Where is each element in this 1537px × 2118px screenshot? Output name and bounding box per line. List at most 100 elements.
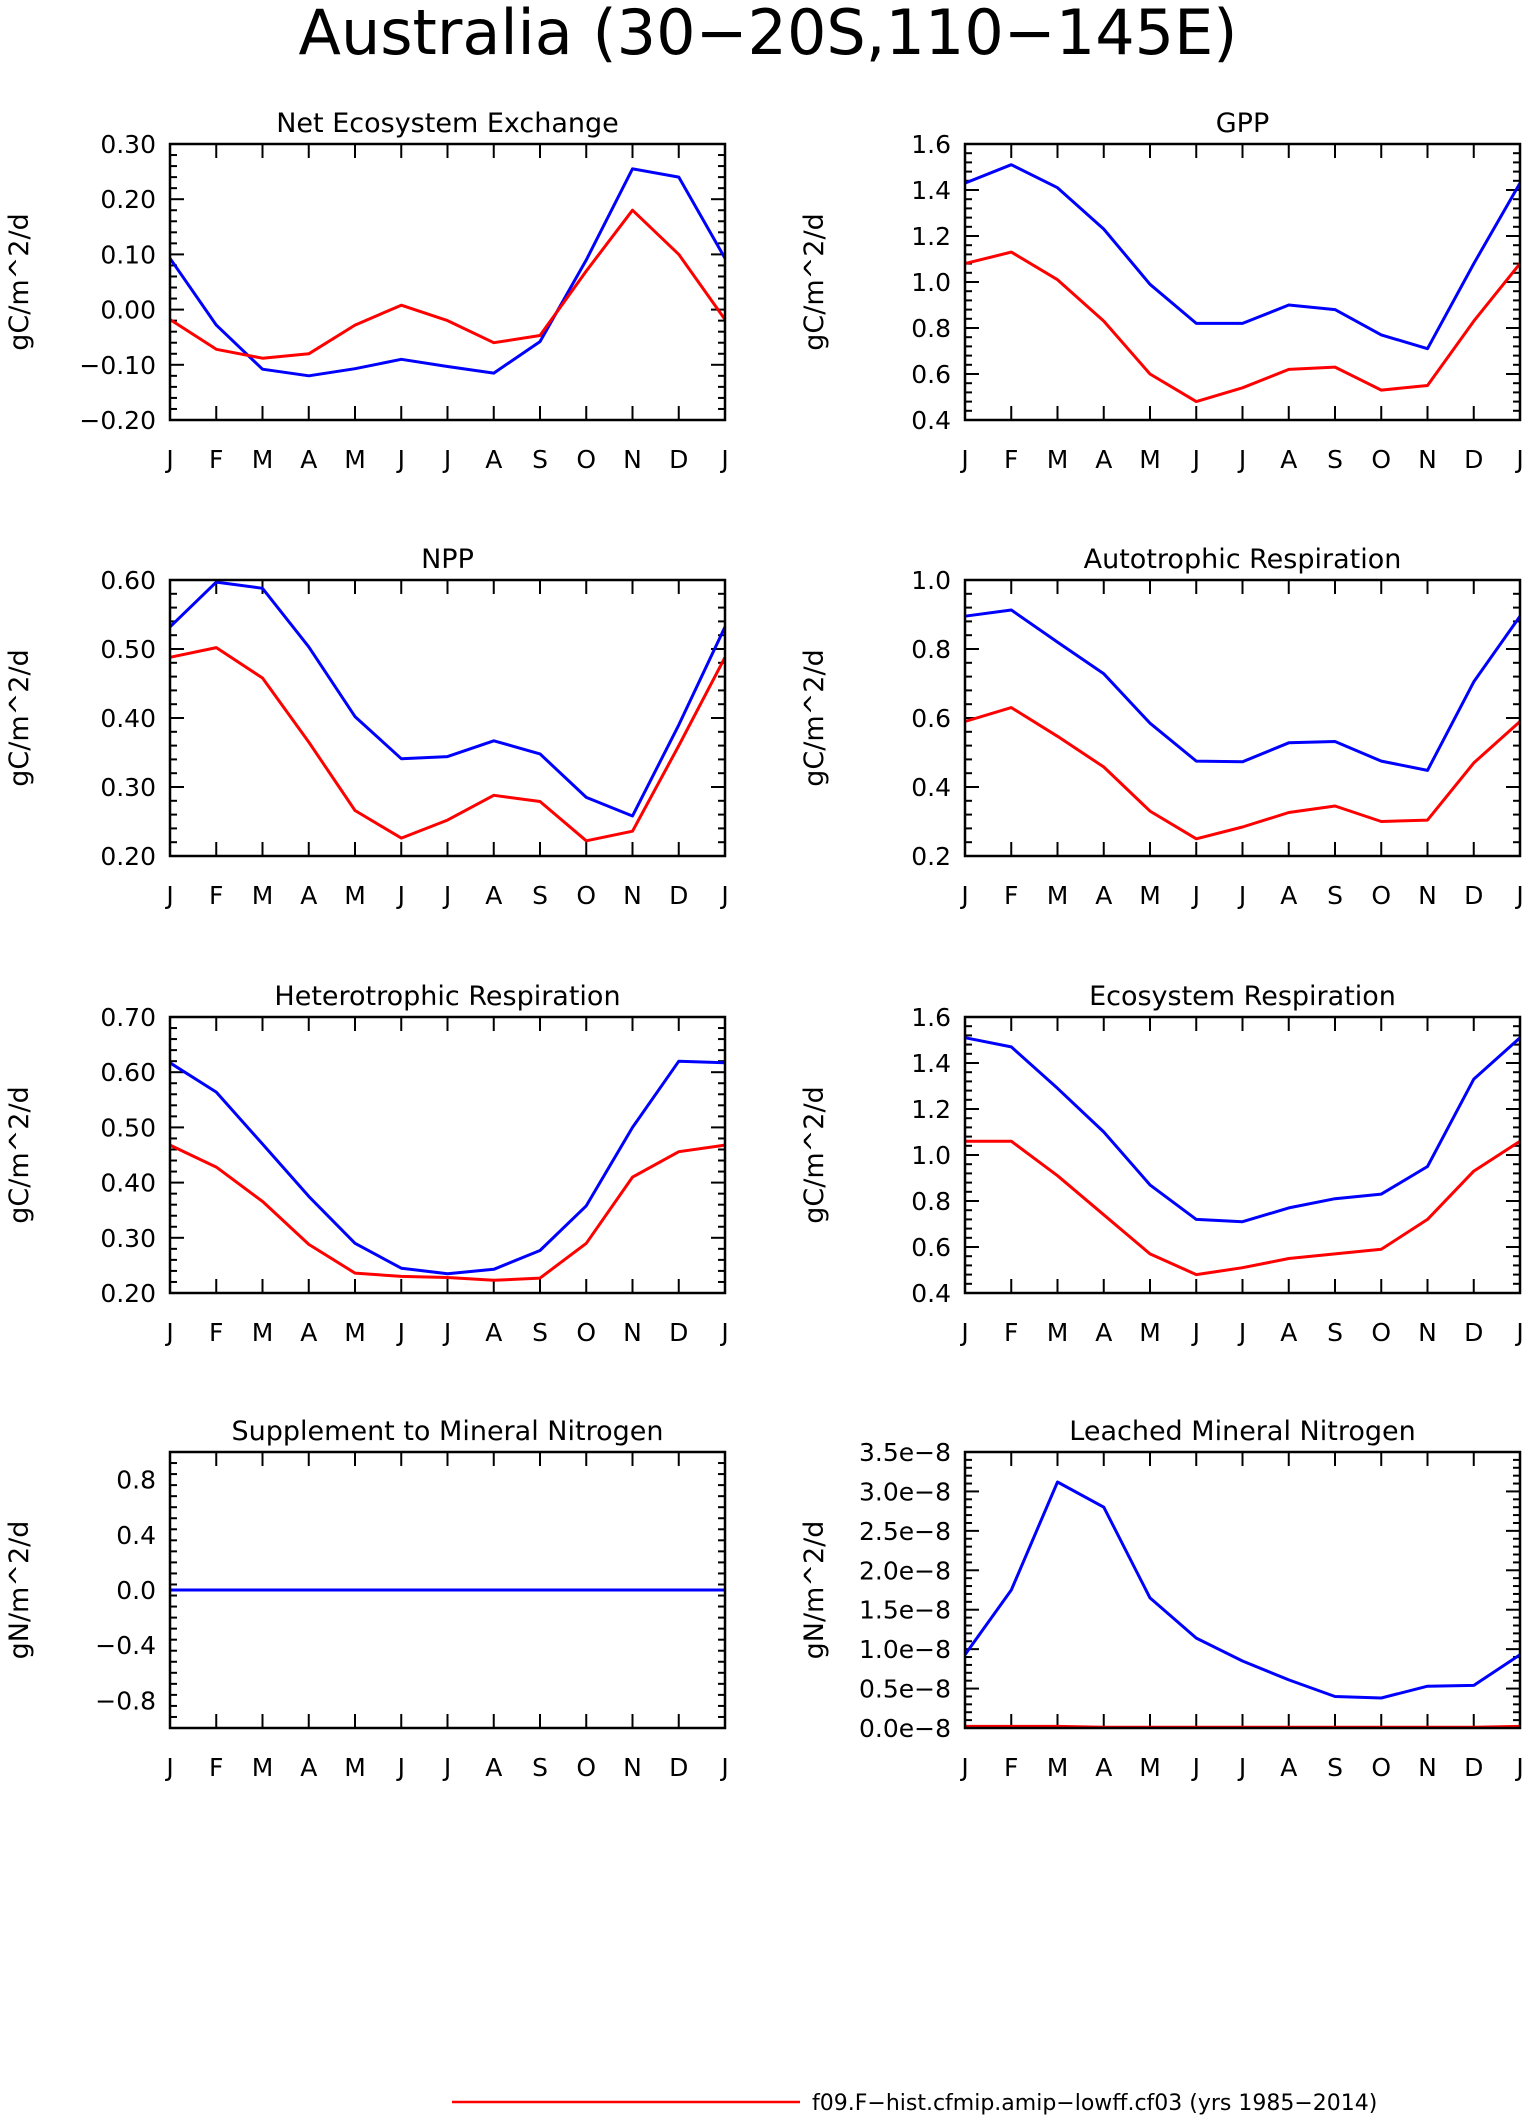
y-axis-label: gC/m^2/d <box>799 649 830 786</box>
y-tick-label: 3.0e−8 <box>859 1477 951 1506</box>
y-axis-label: gC/m^2/d <box>799 1086 830 1223</box>
y-tick-label: 1.0 <box>911 268 951 297</box>
y-axis-label: gN/m^2/d <box>799 1521 830 1660</box>
x-tick-label: M <box>1047 1318 1069 1347</box>
x-tick-label: N <box>1418 1753 1437 1782</box>
x-tick-label: O <box>576 1318 596 1347</box>
x-tick-label: A <box>1095 445 1112 474</box>
panel-title: NPP <box>421 544 474 575</box>
x-tick-label: J <box>1514 881 1523 910</box>
y-tick-label: 0.2 <box>911 842 951 871</box>
plot-frame <box>963 1015 1522 1295</box>
series-line <box>169 1059 726 1276</box>
x-tick-label: J <box>959 1753 968 1782</box>
x-tick-label: J <box>1191 1753 1200 1782</box>
x-tick-label: J <box>164 1753 173 1782</box>
x-tick-label: J <box>442 1753 451 1782</box>
y-tick-label: 0.6 <box>911 360 951 389</box>
plot-frame <box>168 142 727 422</box>
x-tick-label: N <box>623 881 642 910</box>
x-tick-label: M <box>1139 1318 1161 1347</box>
y-tick-label: 0.00 <box>100 296 156 325</box>
series-line <box>964 250 1522 404</box>
x-tick-label: D <box>669 881 688 910</box>
x-tick-label: A <box>1280 445 1297 474</box>
x-tick-label: J <box>1191 445 1200 474</box>
plot-frame <box>963 1450 1522 1730</box>
x-tick-label: M <box>344 881 366 910</box>
series-line <box>169 208 727 360</box>
y-axis-label: gN/m^2/d <box>4 1521 35 1660</box>
plot-frame <box>963 578 1522 858</box>
x-tick-label: J <box>396 445 405 474</box>
x-tick-label: S <box>1327 1318 1343 1347</box>
x-tick-label: M <box>1139 445 1161 474</box>
y-tick-label: −0.8 <box>95 1686 156 1715</box>
series-line <box>964 163 1522 351</box>
panel-title: GPP <box>1216 108 1270 139</box>
x-tick-label: J <box>719 1318 728 1347</box>
plot-frame <box>168 578 727 858</box>
x-tick-label: J <box>1514 445 1523 474</box>
x-tick-label: A <box>1095 1753 1112 1782</box>
panels: Net Ecosystem Exchange gC/m^2/d −0.20 −0.10… <box>4 108 1524 1782</box>
x-tick-label: J <box>719 881 728 910</box>
x-tick-label: J <box>1514 1753 1523 1782</box>
y-tick-label: 0.4 <box>911 1279 951 1308</box>
panel-title: Heterotrophic Respiration <box>274 981 620 1012</box>
x-tick-label: D <box>669 1753 688 1782</box>
y-tick-label: −0.4 <box>95 1631 156 1660</box>
x-tick-label: A <box>300 1753 317 1782</box>
x-tick-label: A <box>1280 1753 1297 1782</box>
x-tick-label: O <box>1371 445 1391 474</box>
x-tick-label: S <box>532 445 548 474</box>
y-tick-label: 0.8 <box>116 1466 156 1495</box>
panel-title: Net Ecosystem Exchange <box>276 108 619 139</box>
x-tick-label: F <box>209 881 223 910</box>
y-tick-label: 1.4 <box>911 176 951 205</box>
y-tick-label: 0.30 <box>100 130 156 159</box>
x-tick-label: M <box>1047 1753 1069 1782</box>
y-axis-label: gC/m^2/d <box>4 213 35 350</box>
main-title: Australia (30−20S,110−145E) <box>299 0 1238 69</box>
y-tick-label: 0.30 <box>100 773 156 802</box>
plot-frame <box>168 1450 727 1730</box>
x-tick-label: N <box>623 445 642 474</box>
x-tick-label: F <box>209 445 223 474</box>
y-tick-label: 1.4 <box>911 1049 951 1078</box>
x-tick-label: A <box>1095 1318 1112 1347</box>
panel-title: Ecosystem Respiration <box>1089 981 1396 1012</box>
x-tick-label: J <box>959 445 968 474</box>
x-tick-label: J <box>1237 1318 1246 1347</box>
chart-panel: Ecosystem Respiration gC/m^2/d 0.4 0.6 0.8 1.… <box>799 981 1524 1347</box>
y-tick-label: 3.5e−8 <box>859 1438 951 1467</box>
y-tick-label: 1.6 <box>911 1003 951 1032</box>
y-tick-label: −0.20 <box>79 406 156 435</box>
x-tick-label: O <box>576 881 596 910</box>
panel-title: Autotrophic Respiration <box>1084 544 1402 575</box>
y-tick-label: 0.60 <box>100 1058 156 1087</box>
x-tick-label: D <box>1464 1318 1483 1347</box>
x-tick-label: A <box>485 881 502 910</box>
series-line <box>964 608 1522 772</box>
x-tick-label: M <box>344 445 366 474</box>
series-line <box>965 1139 1521 1277</box>
y-tick-label: 0.50 <box>100 1113 156 1142</box>
x-tick-label: F <box>1004 1318 1018 1347</box>
x-tick-label: M <box>344 1753 366 1782</box>
y-tick-label: 1.0 <box>911 566 951 595</box>
y-tick-label: 0.0 <box>116 1576 156 1605</box>
x-tick-label: D <box>1464 445 1483 474</box>
series-line <box>168 580 727 818</box>
y-tick-label: 0.20 <box>100 1279 156 1308</box>
x-tick-label: S <box>1327 445 1343 474</box>
x-tick-label: M <box>252 1318 274 1347</box>
series-line <box>169 1143 726 1282</box>
x-tick-label: M <box>252 445 274 474</box>
x-tick-label: N <box>1418 1318 1437 1347</box>
y-tick-label: 0.4 <box>911 406 951 435</box>
x-tick-label: N <box>1418 445 1437 474</box>
y-tick-label: 0.40 <box>100 704 156 733</box>
